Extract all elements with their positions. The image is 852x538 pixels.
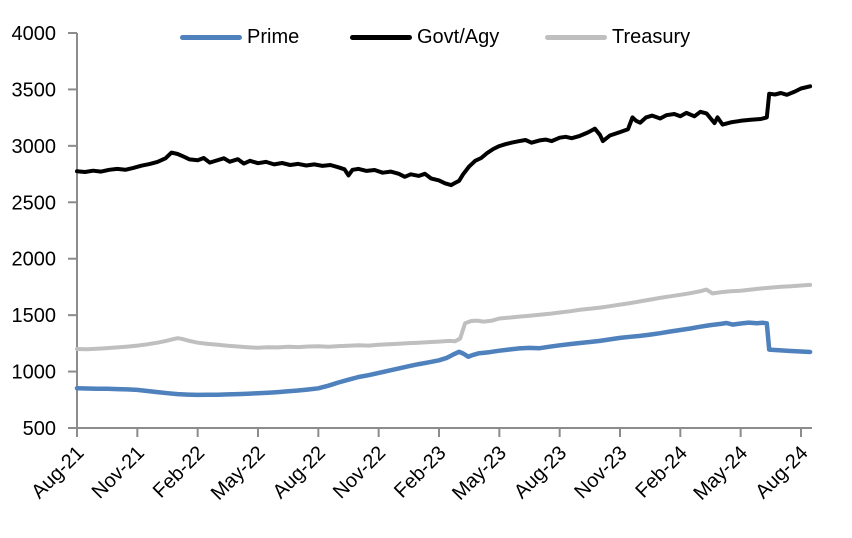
x-axis-tick-label: May-24: [689, 442, 752, 505]
govt-agy-line-swatch: [350, 34, 412, 40]
y-axis-tick-label: 3500: [12, 79, 57, 101]
y-axis-tick-label: 500: [23, 418, 56, 440]
y-axis-tick-label: 1500: [12, 305, 57, 327]
x-axis-tick-label: Feb-24: [631, 442, 691, 502]
x-axis-tick-label: Feb-22: [149, 442, 209, 502]
x-axis-tick-label: Aug-24: [751, 442, 812, 503]
legend-label-treasury: Treasury: [612, 26, 691, 48]
legend-item-prime: Prime: [180, 26, 299, 48]
x-axis-tick-label: Aug-21: [27, 442, 88, 503]
series-line-treasury: [75, 282, 813, 352]
series-line-govt-agy: [75, 84, 813, 188]
legend-label-prime: Prime: [247, 26, 300, 48]
y-axis-tick-label: 3000: [12, 136, 57, 158]
x-axis-tick-label: Nov-21: [88, 442, 149, 503]
legend-item-treasury: Treasury: [545, 26, 690, 48]
series-line-prime: [74, 320, 813, 398]
prime-line-swatch: [180, 34, 242, 40]
x-axis-tick-label: Nov-23: [570, 442, 631, 503]
legend-item-govt-agy: Govt/Agy: [350, 26, 499, 48]
x-axis-tick-label: Aug-22: [269, 442, 330, 503]
y-axis-tick-label: 2500: [12, 192, 57, 214]
x-axis-tick-label: May-23: [448, 442, 511, 505]
y-axis-tick-label: 1000: [12, 362, 57, 384]
y-axis-tick-label: 4000: [12, 23, 57, 45]
x-axis-tick-label: Aug-23: [510, 442, 571, 503]
x-axis-tick-label: Feb-23: [390, 442, 450, 502]
x-axis-tick-label: May-22: [207, 442, 270, 505]
x-axis-tick-label: Nov-22: [329, 442, 390, 503]
y-axis-tick-label: 2000: [12, 249, 57, 271]
treasury-line-swatch: [545, 34, 607, 40]
legend-label-govt-agy: Govt/Agy: [417, 26, 500, 48]
